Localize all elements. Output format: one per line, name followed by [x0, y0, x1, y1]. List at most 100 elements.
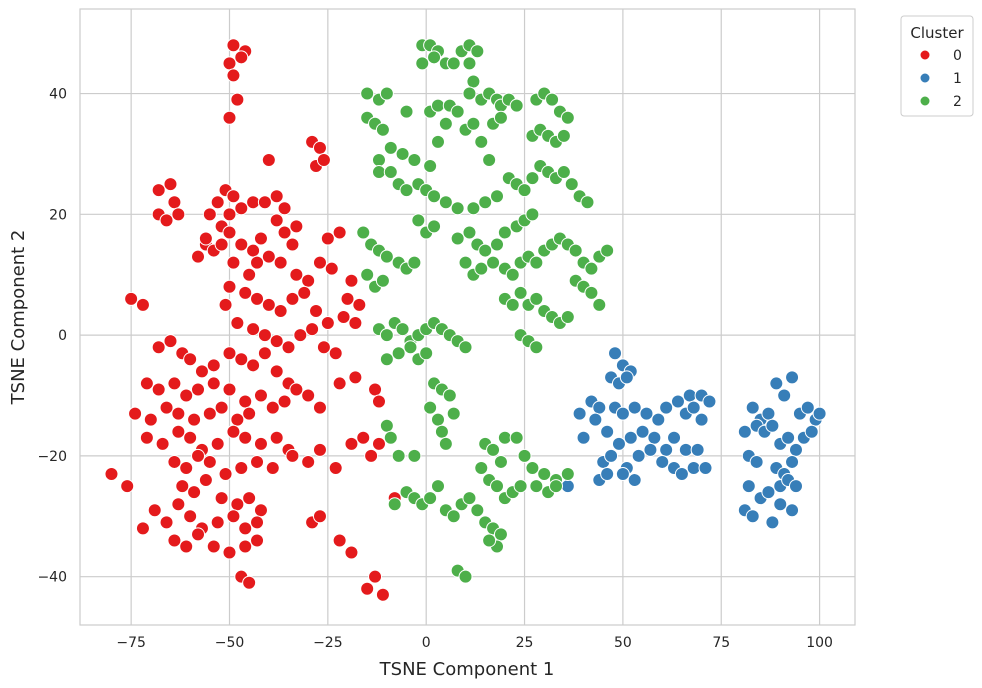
point-cluster-0 [206, 358, 221, 373]
point-cluster-2 [486, 255, 501, 270]
point-cluster-0 [250, 533, 265, 548]
point-cluster-0 [167, 454, 182, 469]
x-tick-label: 25 [516, 635, 534, 651]
point-cluster-0 [289, 382, 304, 397]
legend-label-0: 0 [953, 48, 962, 64]
point-cluster-2 [497, 225, 512, 240]
point-cluster-2 [493, 454, 508, 469]
point-cluster-2 [529, 479, 544, 494]
point-cluster-2 [430, 98, 445, 113]
point-cluster-0 [257, 195, 272, 210]
x-tick-label: 50 [614, 635, 632, 651]
point-cluster-2 [564, 177, 579, 192]
point-cluster-2 [375, 273, 390, 288]
point-cluster-1 [761, 406, 776, 421]
point-cluster-2 [486, 442, 501, 457]
point-cluster-0 [253, 388, 268, 403]
point-cluster-0 [139, 430, 154, 445]
point-cluster-2 [537, 467, 552, 482]
x-tick-label: −25 [313, 635, 343, 651]
point-cluster-2 [462, 225, 477, 240]
point-cluster-1 [773, 497, 788, 512]
point-cluster-1 [655, 454, 670, 469]
point-cluster-2 [556, 165, 571, 180]
point-cluster-0 [250, 515, 265, 530]
point-cluster-2 [419, 346, 434, 361]
point-cluster-0 [289, 267, 304, 282]
point-cluster-0 [356, 430, 371, 445]
point-cluster-0 [210, 515, 225, 530]
point-cluster-0 [120, 479, 135, 494]
point-cluster-0 [305, 322, 320, 337]
point-cluster-0 [301, 388, 316, 403]
point-cluster-0 [104, 467, 119, 482]
point-cluster-0 [234, 50, 249, 65]
point-cluster-0 [191, 249, 206, 264]
point-cluster-2 [458, 255, 473, 270]
point-cluster-2 [478, 195, 493, 210]
point-cluster-2 [379, 352, 394, 367]
point-cluster-0 [269, 189, 284, 204]
point-cluster-1 [686, 460, 701, 475]
point-cluster-2 [529, 255, 544, 270]
point-cluster-0 [375, 587, 390, 602]
x-tick-label: 0 [422, 635, 431, 651]
point-cluster-0 [246, 195, 261, 210]
point-cluster-2 [458, 569, 473, 584]
point-cluster-2 [556, 128, 571, 143]
point-cluster-2 [509, 98, 524, 113]
y-tick-label: 40 [49, 87, 67, 103]
point-cluster-0 [183, 509, 198, 524]
point-cluster-1 [694, 412, 709, 427]
point-cluster-0 [187, 485, 202, 500]
point-cluster-1 [670, 394, 685, 409]
point-cluster-1 [623, 430, 638, 445]
point-cluster-1 [686, 400, 701, 415]
point-cluster-2 [517, 448, 532, 463]
point-cluster-0 [222, 225, 237, 240]
point-cluster-1 [785, 370, 800, 385]
point-cluster-1 [781, 430, 796, 445]
point-cluster-0 [163, 334, 178, 349]
point-cluster-0 [214, 491, 229, 506]
point-cluster-0 [143, 412, 158, 427]
point-cluster-0 [324, 261, 339, 276]
point-cluster-0 [183, 352, 198, 367]
point-cluster-0 [301, 273, 316, 288]
point-cluster-2 [462, 491, 477, 506]
point-cluster-2 [371, 165, 386, 180]
point-cluster-0 [234, 460, 249, 475]
point-cluster-0 [371, 436, 386, 451]
point-cluster-0 [238, 394, 253, 409]
point-cluster-2 [407, 255, 422, 270]
point-cluster-0 [234, 352, 249, 367]
point-cluster-0 [301, 454, 316, 469]
point-cluster-1 [643, 442, 658, 457]
point-cluster-0 [312, 509, 327, 524]
point-cluster-2 [356, 225, 371, 240]
y-axis-title: TSNE Component 2 [8, 230, 29, 406]
y-tick-label: −40 [37, 570, 67, 586]
point-cluster-0 [226, 509, 241, 524]
point-cluster-0 [261, 249, 276, 264]
point-cluster-0 [328, 460, 343, 475]
point-cluster-1 [659, 400, 674, 415]
point-cluster-1 [765, 515, 780, 530]
point-cluster-0 [348, 316, 363, 331]
point-cluster-1 [765, 418, 780, 433]
point-cluster-0 [171, 406, 186, 421]
point-cluster-0 [277, 394, 292, 409]
point-cluster-0 [257, 346, 272, 361]
point-cluster-2 [549, 479, 564, 494]
point-cluster-2 [490, 189, 505, 204]
point-cluster-0 [289, 219, 304, 234]
point-cluster-1 [788, 442, 803, 457]
point-cluster-2 [592, 297, 607, 312]
point-cluster-2 [517, 183, 532, 198]
point-cluster-0 [163, 177, 178, 192]
x-tick-label: 100 [806, 635, 833, 651]
point-cluster-1 [745, 509, 760, 524]
legend-marker-2 [919, 95, 931, 107]
y-tick-label: 20 [49, 207, 67, 223]
point-cluster-2 [462, 86, 477, 101]
